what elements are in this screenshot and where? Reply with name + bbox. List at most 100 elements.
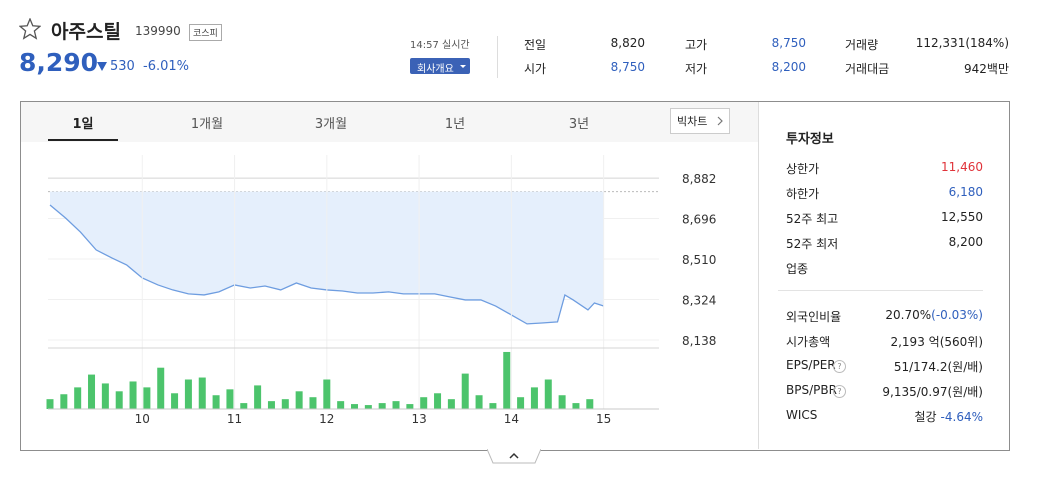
info-value: 12,550 — [941, 210, 983, 224]
info-value: 철강 -4.64% — [914, 408, 983, 425]
caret — [460, 65, 466, 68]
tab[interactable]: 3년 — [568, 117, 590, 132]
volume-bar — [489, 403, 497, 409]
volume-bar — [115, 391, 123, 409]
tab[interactable]: 1일 — [72, 117, 94, 132]
volume-bar — [420, 397, 428, 409]
quote-value: 942백만 — [964, 62, 1009, 76]
tab-bar — [21, 102, 758, 142]
volume-bar — [88, 374, 96, 409]
volume-bar — [378, 403, 386, 409]
collapse-toggle[interactable] — [487, 449, 541, 465]
info-value: 8,200 — [948, 235, 983, 249]
info-value: 6,180 — [948, 185, 983, 199]
value: 9,135/0.97 — [882, 385, 948, 399]
volume-bar — [157, 367, 165, 409]
chevron — [717, 116, 723, 126]
quote-label: 거래대금 — [845, 62, 890, 76]
company-button-label: 회사개요 — [417, 64, 454, 75]
quote-value: 8,750 — [771, 36, 806, 50]
value-extra: (원/배) — [947, 385, 984, 399]
value-extra: (560위) — [939, 335, 983, 349]
info-title: 투자정보 — [786, 132, 834, 147]
volume-bar — [475, 395, 483, 409]
volume-bar — [309, 397, 317, 409]
quote-value: 112,331(184%) — [915, 36, 1009, 50]
value-extra: (-0.03%) — [931, 308, 983, 322]
quote-value: 8,200 — [771, 60, 806, 74]
quote-label: 전일 — [524, 38, 547, 52]
volume-bar — [46, 399, 54, 409]
volume-bar — [267, 401, 275, 409]
volume-bar — [392, 401, 400, 409]
divider — [497, 36, 498, 78]
volume-bar — [254, 385, 262, 409]
y-tick-label: 8,138 — [682, 334, 716, 348]
change: 530 — [110, 59, 135, 74]
info-value: 9,135/0.97(원/배) — [882, 383, 983, 400]
info-label: 업종 — [786, 262, 809, 276]
x-tick-label: 15 — [596, 412, 611, 426]
help-icon: ? — [833, 385, 846, 398]
volume-bar — [226, 389, 234, 409]
info-label: 52주 최고 — [786, 212, 839, 226]
quote-label: 저가 — [685, 62, 708, 76]
x-tick-label: 14 — [504, 412, 519, 426]
x-tick-label: 12 — [319, 412, 334, 426]
big-chart-label: 빅차트 — [677, 115, 708, 128]
volume-bar — [503, 351, 511, 409]
tab[interactable]: 1개월 — [190, 117, 224, 132]
big-chart-button[interactable]: 빅차트 — [670, 108, 730, 134]
info-label: 외국인비율 — [786, 310, 842, 324]
down-arrow — [97, 62, 107, 71]
volume-bar — [60, 394, 68, 409]
x-tick-label: 10 — [135, 412, 150, 426]
volume-bar — [406, 404, 414, 409]
info-label: 52주 최저 — [786, 237, 839, 251]
market-badge: 코스피 — [189, 24, 222, 41]
volume-bar — [434, 393, 442, 409]
info-divider — [778, 290, 983, 291]
y-tick-label: 8,882 — [682, 172, 716, 186]
y-tick-label: 8,324 — [682, 294, 716, 308]
value: 51/174.2 — [893, 360, 948, 374]
info-value: 20.70%(-0.03%) — [885, 308, 983, 322]
volume-bar — [337, 401, 345, 409]
volume-bar — [586, 399, 594, 409]
info-label: WICS — [786, 408, 818, 422]
y-tick-label: 8,510 — [682, 253, 716, 267]
volume-bar — [558, 395, 566, 409]
volume-bar — [101, 383, 109, 409]
volume-bar — [171, 393, 179, 409]
volume-bar — [212, 395, 220, 409]
realtime: 14:57 실시간 — [410, 40, 470, 51]
tab[interactable]: 3개월 — [314, 117, 348, 132]
stock-code: 139990 — [135, 24, 181, 38]
x-tick-label: 13 — [411, 412, 426, 426]
volume-bar — [240, 403, 248, 409]
tab[interactable]: 1년 — [444, 117, 466, 132]
volume-bar — [281, 399, 289, 409]
volume-bar — [461, 373, 469, 409]
volume-bar — [351, 404, 358, 409]
info-value: 11,460 — [941, 160, 983, 174]
volume-bar — [447, 399, 455, 409]
info-label: EPS/PER — [786, 358, 836, 372]
volume-bar — [530, 387, 538, 409]
volume-bar — [364, 405, 372, 409]
volume-bar — [74, 387, 82, 409]
info-label: 하한가 — [786, 187, 820, 201]
value-extra: -4.64% — [940, 410, 983, 424]
info-label: 시가총액 — [786, 335, 831, 349]
volume-bar — [129, 381, 137, 409]
info-label: 상한가 — [786, 162, 820, 176]
quote-label: 시가 — [524, 62, 547, 76]
volume-bar — [143, 387, 151, 409]
company-button[interactable]: 회사개요 — [410, 58, 470, 75]
star-icon[interactable] — [19, 18, 41, 40]
volume-bar — [323, 379, 331, 409]
volume-bar — [184, 379, 192, 409]
change-pct: -6.01% — [143, 59, 189, 74]
quote-value: 8,820 — [610, 36, 645, 50]
